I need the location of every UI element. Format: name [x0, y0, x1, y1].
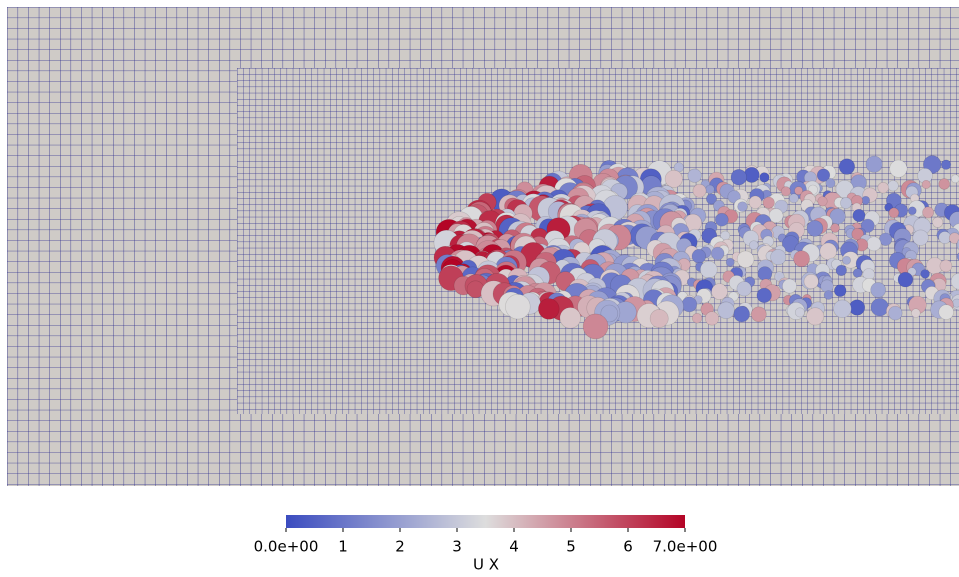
particle — [705, 312, 719, 326]
colorbar-tick-label: 1 — [338, 538, 348, 556]
particle — [706, 185, 715, 194]
colorbar-tick-label: 2 — [395, 538, 405, 556]
particle — [760, 173, 770, 183]
particle — [888, 181, 899, 192]
particle — [692, 313, 702, 323]
colorbar-tick-label: 6 — [623, 538, 633, 556]
particle — [824, 291, 833, 300]
particle — [834, 285, 846, 297]
particle — [700, 261, 717, 278]
particle — [889, 208, 899, 218]
particle — [738, 202, 748, 212]
particle — [888, 306, 902, 320]
particle — [758, 267, 772, 281]
colorbar — [286, 515, 685, 528]
particle — [839, 159, 855, 175]
particle — [771, 249, 786, 264]
particle — [789, 194, 798, 203]
particle — [718, 302, 735, 319]
particle — [940, 260, 952, 272]
particle — [560, 308, 581, 329]
particle — [923, 207, 934, 218]
particle — [712, 284, 728, 300]
particle — [853, 269, 862, 278]
colorbar-tick-label: 5 — [566, 538, 576, 556]
colorbar-tick-label: 4 — [509, 538, 519, 556]
particle — [921, 270, 930, 279]
particle — [665, 170, 682, 187]
particle — [650, 309, 668, 327]
particle — [831, 224, 840, 233]
particle — [726, 258, 734, 266]
particle — [731, 169, 747, 185]
particle — [715, 213, 728, 226]
particle — [804, 274, 818, 288]
particle — [737, 251, 754, 268]
particle — [898, 272, 913, 287]
particle — [505, 294, 530, 319]
particle — [807, 220, 823, 236]
particle — [795, 308, 804, 317]
particle — [871, 298, 889, 316]
particle — [737, 282, 752, 297]
particle — [878, 182, 889, 193]
particle — [933, 217, 943, 227]
particle — [867, 237, 881, 251]
particle — [922, 180, 930, 188]
particle — [941, 160, 951, 170]
particle — [769, 209, 783, 223]
particle — [749, 196, 762, 209]
particle — [866, 156, 882, 172]
particle — [807, 308, 824, 325]
colorbar-tick-label: 7.0e+00 — [653, 538, 718, 556]
particle — [757, 288, 772, 303]
particle — [734, 306, 750, 322]
particle — [763, 197, 774, 208]
particle — [908, 207, 916, 215]
particle — [939, 179, 950, 190]
particle — [794, 251, 810, 267]
particle — [781, 187, 790, 196]
particle — [688, 169, 702, 183]
particle — [890, 160, 907, 177]
particle — [951, 175, 959, 183]
particle — [692, 249, 706, 263]
particle — [538, 299, 559, 320]
particle — [682, 297, 697, 312]
particle — [843, 256, 851, 264]
particle — [693, 184, 706, 197]
particle — [583, 314, 608, 339]
particle — [840, 197, 851, 208]
particle — [911, 309, 920, 318]
particle — [749, 241, 758, 250]
particle — [834, 300, 852, 318]
colorbar-tick-label: 3 — [452, 538, 462, 556]
particle — [820, 243, 837, 260]
particle — [751, 307, 766, 322]
colorbar-tick-label: 0.0e+00 — [254, 538, 319, 556]
particle — [818, 197, 828, 207]
particle — [711, 247, 724, 260]
particle — [871, 282, 886, 297]
particle — [853, 209, 865, 221]
particle — [849, 300, 864, 315]
particle — [826, 178, 835, 187]
particle — [782, 279, 796, 293]
particle — [939, 305, 954, 320]
colorbar-title: U X — [473, 556, 499, 574]
particle — [836, 265, 847, 276]
